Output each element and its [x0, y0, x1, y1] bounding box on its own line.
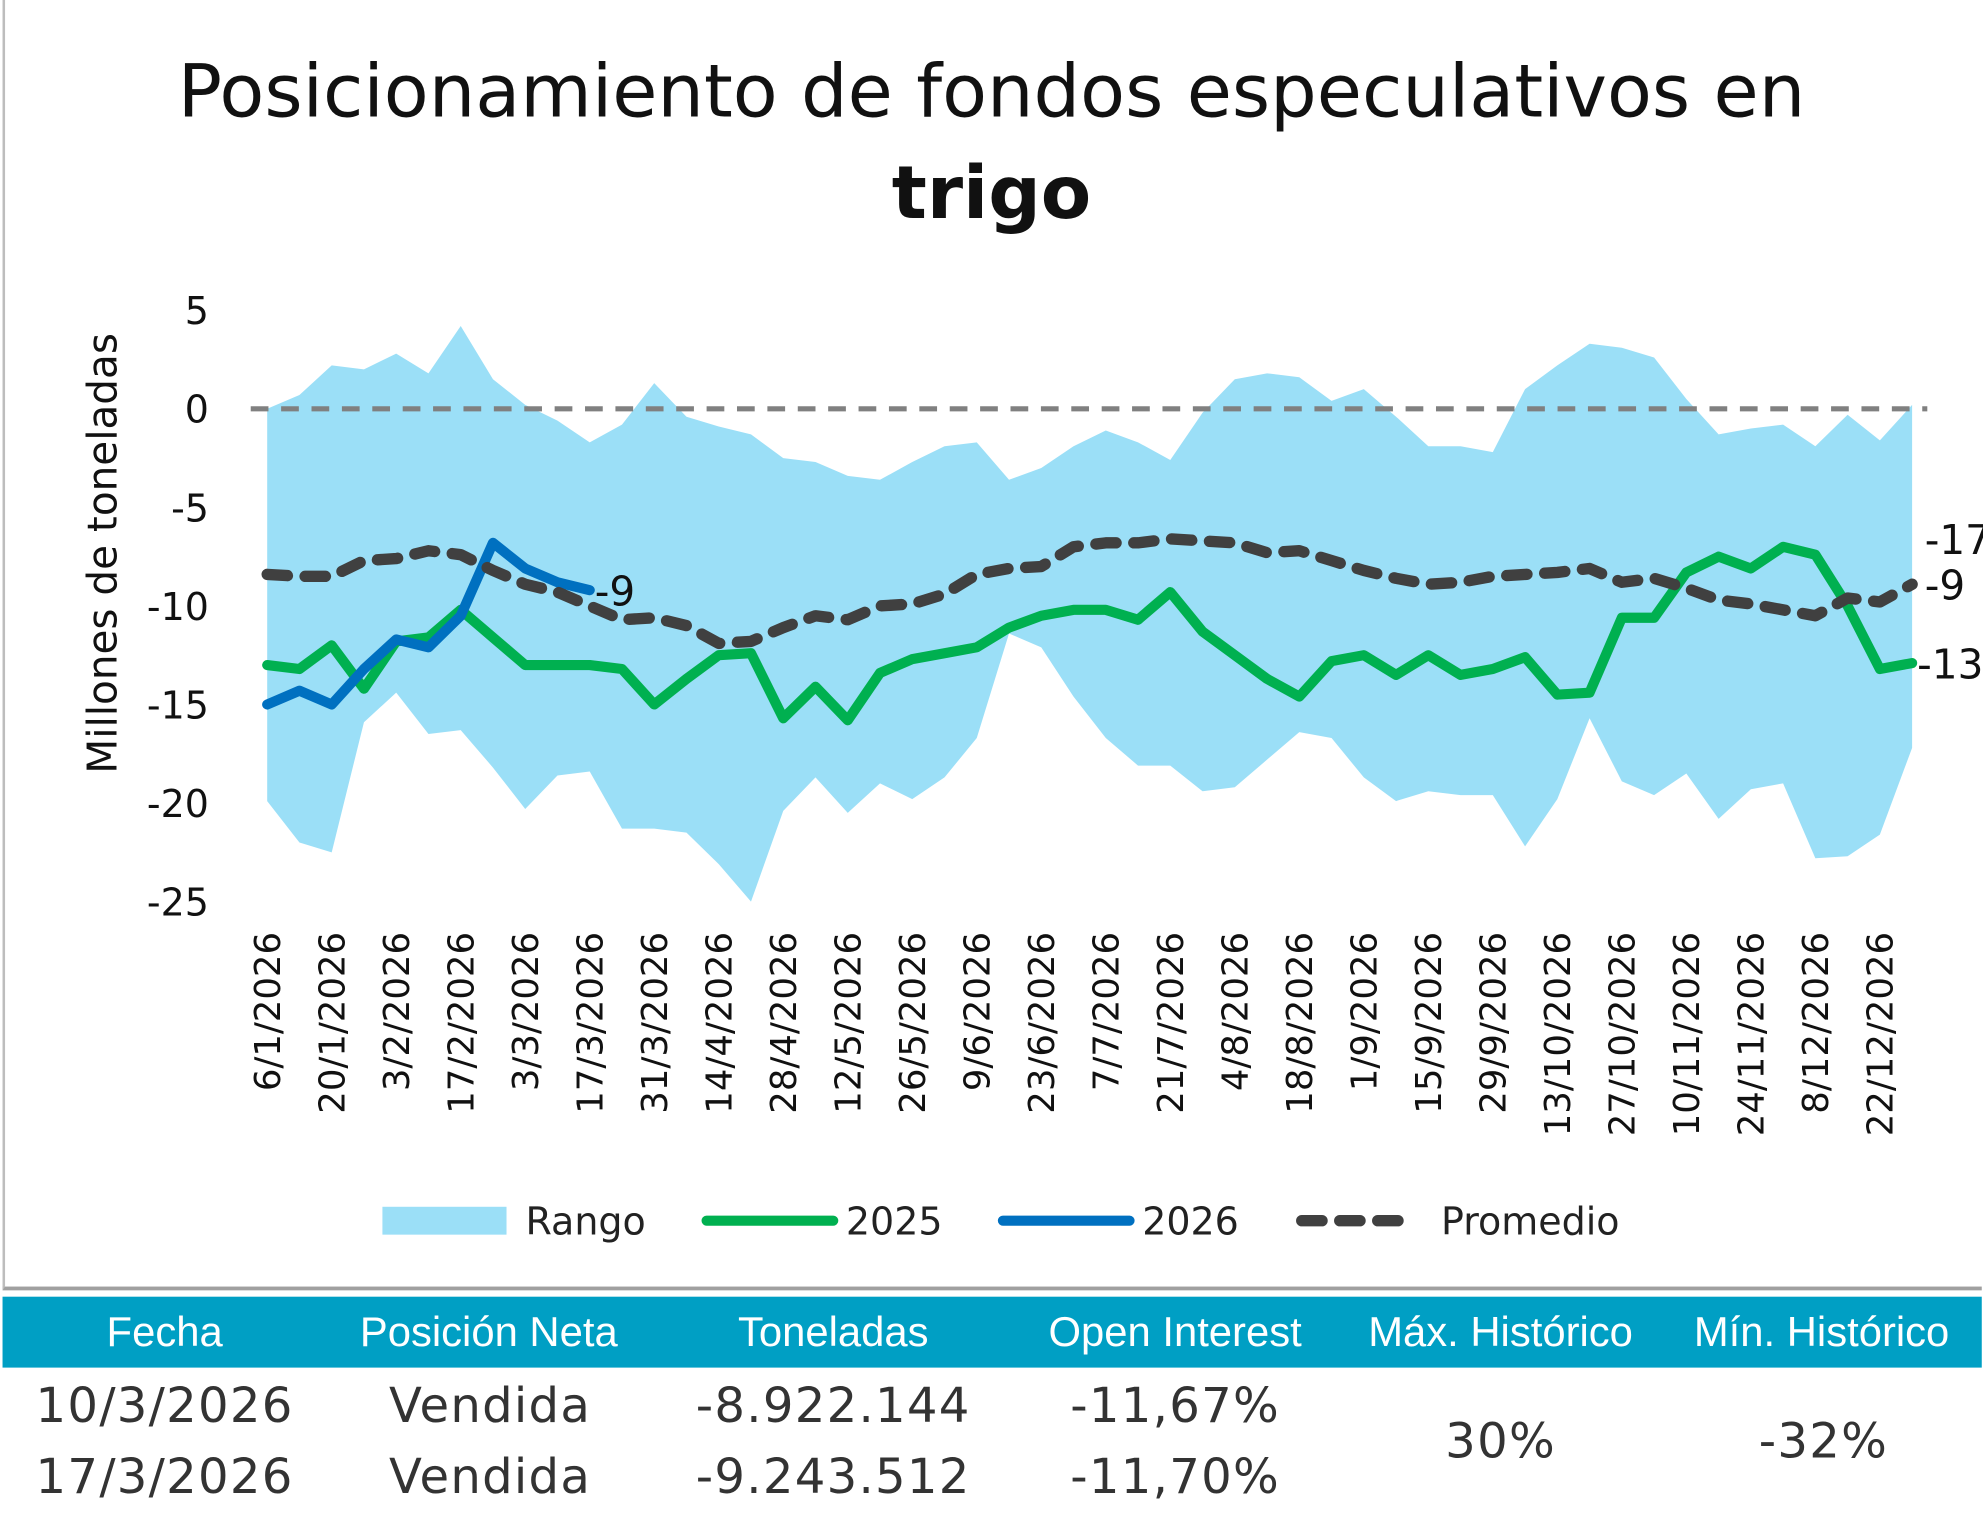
header-open-interest: Open Interest: [1048, 1308, 1302, 1355]
x-tick-label: 17/3/2026: [570, 932, 611, 1114]
x-tick-label: 29/9/2026: [1473, 932, 1514, 1114]
x-tick-label: 17/2/2026: [441, 932, 482, 1114]
x-tick-label: 4/8/2026: [1215, 932, 1256, 1091]
header-min-historico: Mín. Histórico: [1693, 1308, 1950, 1355]
legend-label-promedio: Promedio: [1441, 1200, 1619, 1244]
x-tick-label: 15/9/2026: [1409, 932, 1450, 1114]
chart-title: Posicionamiento de fondos especulativos …: [177, 48, 1806, 135]
y-tick-label: -20: [147, 782, 209, 826]
x-tick-label: 1/9/2026: [1344, 932, 1385, 1091]
cell-min-historico: -32%: [1758, 1413, 1889, 1469]
cell-posicion: Vendida: [389, 1377, 592, 1434]
x-tick-label: 23/6/2026: [1022, 932, 1063, 1114]
x-tick-label: 21/7/2026: [1151, 932, 1192, 1114]
x-tick-label: 22/12/2026: [1861, 932, 1902, 1136]
end-label-promedio: -9: [1925, 561, 1965, 609]
y-tick-label: 5: [185, 289, 209, 333]
y-tick-label: -25: [147, 881, 209, 925]
x-tick-label: 3/2/2026: [377, 932, 418, 1091]
cell-open-interest: -11,70%: [1070, 1448, 1280, 1505]
header-fecha: Fecha: [106, 1308, 223, 1355]
cell-toneladas: -9.243.512: [695, 1448, 971, 1505]
x-tick-label: 28/4/2026: [764, 932, 805, 1114]
x-tick-label: 27/10/2026: [1602, 932, 1643, 1136]
cell-fecha: 17/3/2026: [35, 1448, 294, 1505]
x-tick-label: 7/7/2026: [1086, 932, 1127, 1091]
x-tick-label: 3/3/2026: [506, 932, 547, 1091]
header-posicion-neta: Posición Neta: [359, 1308, 618, 1355]
legend-swatch-rango: [382, 1206, 507, 1235]
end-label-overlap: -17: [1925, 516, 1983, 564]
x-tick-label: 8/12/2026: [1796, 932, 1837, 1114]
header-max-historico: Máx. Histórico: [1368, 1308, 1633, 1355]
y-tick-label: -15: [147, 683, 209, 727]
x-tick-label: 26/5/2026: [893, 932, 934, 1114]
cell-posicion: Vendida: [389, 1448, 592, 1505]
cell-max-historico: 30%: [1445, 1413, 1556, 1469]
table-header: Fecha Posición Neta Toneladas Open Inter…: [2, 1296, 1982, 1368]
chart-plot: 5 0 -5 -10 -15 -20 -25 Millones de toneladas 6/1…: [78, 289, 1983, 1244]
cell-open-interest: -11,67%: [1070, 1377, 1280, 1434]
chart-frame: [2, 0, 1982, 1291]
header-toneladas: Toneladas: [737, 1308, 929, 1355]
y-tick-label: -5: [171, 486, 209, 530]
y-tick-label: -10: [147, 585, 209, 629]
cell-fecha: 10/3/2026: [35, 1377, 294, 1434]
summary-table: Fecha Posición Neta Toneladas Open Inter…: [2, 1296, 1982, 1504]
x-tick-label: 24/11/2026: [1732, 932, 1773, 1136]
cell-toneladas: -8.922.144: [695, 1377, 971, 1434]
x-tick-label: 13/10/2026: [1538, 932, 1579, 1136]
legend-label-2026: 2026: [1142, 1200, 1239, 1244]
legend-label-2025: 2025: [846, 1200, 943, 1244]
x-tick-label: 6/1/2026: [248, 932, 289, 1091]
x-tick-label: 10/11/2026: [1667, 932, 1708, 1136]
x-tick-label: 14/4/2026: [699, 932, 740, 1114]
series-line-promedio: [261, 533, 1918, 650]
x-tick-label: 12/5/2026: [828, 932, 869, 1114]
x-tick-label: 31/3/2026: [635, 932, 676, 1114]
end-label-2025: -13: [1917, 640, 1983, 688]
chart-title-commodity: trigo: [891, 149, 1092, 236]
series-line-2025: [262, 541, 1918, 726]
x-tick-label: 9/6/2026: [957, 932, 998, 1091]
legend-label-rango: Rango: [526, 1200, 646, 1244]
y-tick-label: 0: [185, 388, 209, 432]
x-tick-label: 18/8/2026: [1280, 932, 1321, 1114]
x-tick-label: 20/1/2026: [312, 932, 353, 1114]
y-axis-label: Millones de toneladas: [78, 333, 126, 774]
